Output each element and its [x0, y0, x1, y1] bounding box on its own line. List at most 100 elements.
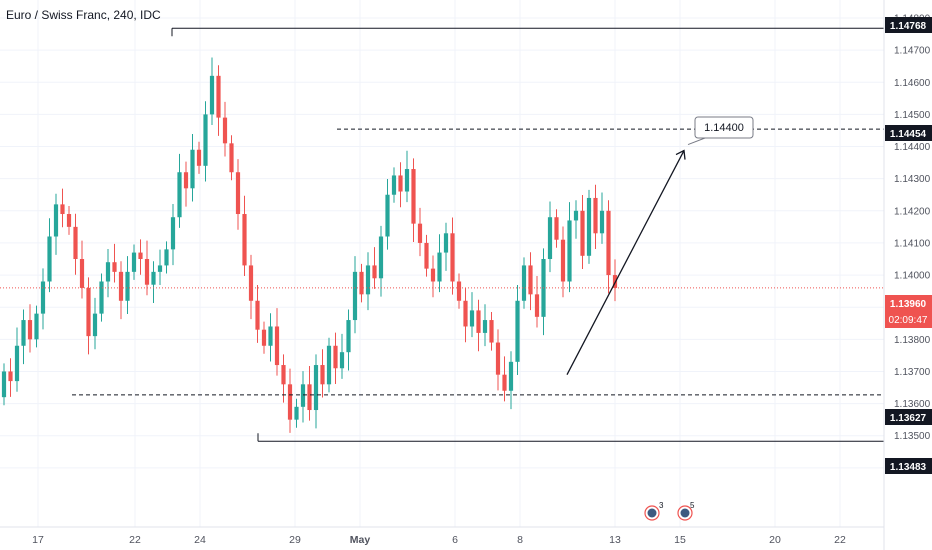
candle-body — [469, 310, 475, 327]
candle-body — [203, 114, 208, 166]
price-axis[interactable]: 1.148001.147001.146001.145001.144001.143… — [883, 0, 932, 550]
candle-body — [79, 259, 85, 288]
candle-body — [482, 320, 488, 333]
candle-body — [352, 271, 358, 321]
candle-body — [144, 259, 150, 285]
candle-body — [586, 197, 592, 256]
candle-body — [53, 204, 59, 237]
price-tick-labels: 1.148001.147001.146001.145001.144001.143… — [894, 14, 931, 475]
arrow-head — [675, 149, 686, 160]
price-tick-label: 1.14100 — [894, 238, 931, 249]
candle-body — [138, 252, 143, 259]
candle-body — [255, 300, 260, 330]
price-tick-label: 1.14500 — [894, 110, 931, 121]
price-tick-label: 1.14000 — [894, 271, 931, 282]
candle-body — [287, 384, 293, 420]
candle-body — [502, 374, 507, 391]
date-label: 13 — [609, 534, 621, 546]
candle-body — [294, 406, 299, 420]
candle-body — [320, 365, 325, 385]
candle-body — [560, 239, 566, 282]
price-tick-label: 1.14700 — [894, 46, 931, 57]
event-badge[interactable]: 5 — [677, 501, 695, 521]
candle-body — [268, 326, 273, 346]
candle-body — [547, 217, 553, 259]
price-tick-label: 1.14600 — [894, 78, 931, 89]
price-tags: 1.14768 1.14454 1.13960 02:09:47 1.13627… — [885, 17, 932, 474]
candle-body — [456, 281, 462, 301]
candle-body — [118, 271, 124, 301]
price-tick-label: 1.13600 — [894, 399, 931, 410]
candle-body — [164, 249, 169, 266]
candle-body — [489, 320, 494, 343]
tag-lower-level-text: 1.13627 — [890, 413, 927, 424]
price-tick-label: 1.13700 — [894, 367, 931, 378]
candle-body — [307, 384, 312, 411]
date-label: 22 — [834, 534, 846, 546]
candle-body — [476, 310, 481, 333]
candle-body — [261, 329, 267, 346]
tag-current-price-text: 1.13960 — [890, 299, 927, 310]
candle-body — [92, 313, 98, 337]
projection-arrow[interactable] — [566, 150, 685, 375]
candle-body — [385, 194, 390, 237]
candle-body — [190, 149, 195, 189]
tag-upper-level-text: 1.14454 — [890, 129, 927, 140]
candle-body — [450, 233, 455, 282]
event-badge-count: 3 — [659, 501, 664, 510]
candle-body — [508, 361, 514, 391]
candle-body — [606, 210, 611, 276]
tag-upper-level: 1.14454 — [885, 125, 932, 141]
candle-body — [274, 326, 280, 366]
time-axis[interactable]: 17 22 24 29 May 6 8 13 15 20 22 — [0, 526, 884, 546]
candle-body — [326, 345, 332, 385]
candle-body — [235, 172, 241, 215]
candle-body — [339, 352, 345, 369]
candle-body — [495, 342, 501, 375]
price-tick-label: 1.14400 — [894, 142, 931, 153]
candles — [1, 57, 618, 433]
candle-body — [47, 236, 52, 282]
date-label: 24 — [194, 534, 206, 546]
candle-body — [580, 210, 585, 256]
candle-body — [365, 265, 371, 295]
candle-body — [14, 345, 20, 382]
candle-body — [534, 294, 540, 317]
grid-lines — [0, 0, 884, 527]
candle-body — [437, 252, 442, 282]
candle-body — [66, 214, 72, 227]
drawings[interactable]: 1.14400 — [566, 116, 754, 375]
price-tick-label: 1.13800 — [894, 335, 931, 346]
candle-body — [177, 172, 182, 218]
candle-body — [300, 384, 306, 407]
candle-body — [521, 265, 527, 301]
candle-body — [229, 143, 234, 173]
chart-title: Euro / Swiss Franc, 240, IDC — [6, 8, 161, 22]
date-label: 15 — [674, 534, 686, 546]
price-tick-label: 1.14200 — [894, 206, 931, 217]
callout-pointer — [687, 137, 706, 146]
candle-body — [209, 75, 215, 115]
callout-box — [694, 116, 754, 139]
candle-body — [417, 223, 423, 243]
candle-body — [248, 265, 254, 301]
target-callout[interactable]: 1.14400 — [687, 116, 754, 146]
candle-body — [567, 220, 572, 282]
candle-body — [372, 265, 377, 279]
candle-body — [359, 271, 364, 295]
date-label: 17 — [32, 534, 44, 546]
candle-body — [593, 197, 598, 234]
candle-body — [1, 371, 7, 398]
earnings-icon — [647, 508, 657, 518]
candle-body — [216, 75, 221, 118]
candle-body — [404, 169, 410, 192]
candle-body — [40, 281, 46, 314]
candle-body — [333, 345, 338, 369]
event-badge[interactable]: 3 — [644, 501, 664, 521]
candle-body — [157, 265, 163, 272]
candle-body — [424, 242, 429, 269]
candle-body — [105, 262, 111, 282]
candle-body — [573, 210, 579, 221]
candle-body — [60, 204, 65, 215]
